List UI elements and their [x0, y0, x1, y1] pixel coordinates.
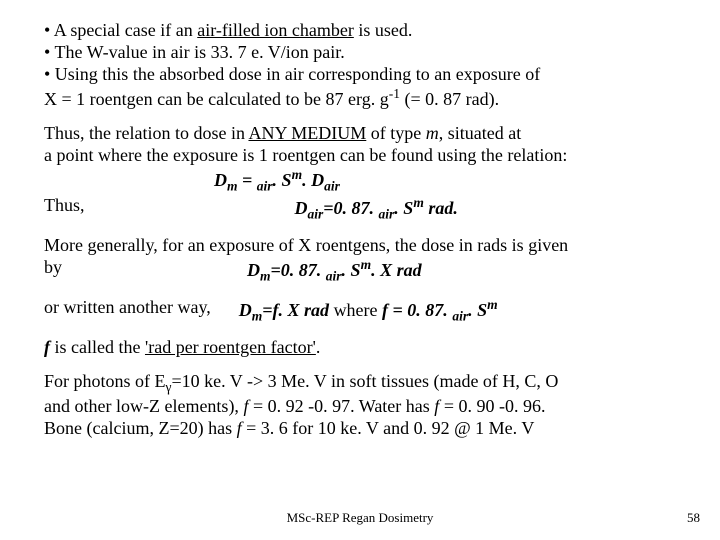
eq4-mid: =f. X rad	[262, 300, 333, 320]
para-5: For photons of Eγ=10 ke. V -> 3 Me. V in…	[44, 371, 676, 440]
p1-l1-a: Thus, the relation to dose in	[44, 123, 248, 143]
footer-text: MSc-REP Regan Dosimetry	[0, 510, 720, 526]
para-1: Thus, the relation to dose in ANY MEDIUM…	[44, 123, 676, 223]
eq1-air1: air	[257, 178, 273, 193]
eq4-air: air	[452, 308, 468, 323]
p1-l1-b: of type	[366, 123, 425, 143]
eq3-end: . X rad	[371, 260, 422, 280]
p4-under: 'rad per roentgen factor'	[145, 337, 316, 357]
bullet-1: • A special case if an air-filled ion ch…	[44, 20, 676, 42]
page-number: 58	[687, 510, 700, 526]
eq3-air: air	[326, 268, 342, 283]
p5-l2: and other low-Z elements), f = 0. 92 -0.…	[44, 396, 676, 418]
bullet-3a: • Using this the absorbed dose in air co…	[44, 64, 676, 86]
eq4-where-a: where	[334, 300, 382, 320]
p4-mid: is called the	[55, 337, 145, 357]
eq1-m: m	[227, 178, 238, 193]
b1-before: • A special case if an	[44, 20, 197, 40]
p5-l1-b: =10 ke. V -> 3 Me. V in soft tissues (ma…	[171, 371, 558, 391]
p5-l1-a: For photons of E	[44, 371, 166, 391]
eq3-m: m	[260, 268, 271, 283]
p5-l3: Bone (calcium, Z=20) has f = 3. 6 for 10…	[44, 418, 676, 440]
para-3: or written another way, Dm=f. X rad wher…	[44, 297, 676, 325]
eq1-a: =	[238, 170, 257, 190]
p5-l2-a: and other low-Z elements),	[44, 396, 243, 416]
p5-l1: For photons of Eγ=10 ke. V -> 3 Me. V in…	[44, 371, 676, 396]
eq4-m: m	[252, 308, 263, 323]
bullet-3b: X = 1 roentgen can be calculated to be 8…	[44, 86, 676, 111]
equation-4: Dm=f. X rad where f = 0. 87. air. Sm	[211, 297, 676, 325]
p3-row: or written another way, Dm=f. X rad wher…	[44, 297, 676, 325]
p4-f: f	[44, 337, 55, 357]
p1-l1-m: m	[426, 123, 439, 143]
eq2-air: air	[308, 206, 324, 221]
eq4-where-c: . S	[468, 300, 487, 320]
para-2: More generally, for an exposure of X roe…	[44, 235, 676, 285]
eq2-a: =0. 87.	[323, 198, 378, 218]
eq2-end: rad.	[424, 198, 458, 218]
eq4-D: D	[239, 300, 252, 320]
b3b-after: (= 0. 87 rad).	[400, 89, 499, 109]
p1-l1-under: ANY MEDIUM	[248, 123, 366, 143]
p3-lead: or written another way,	[44, 297, 211, 325]
eq1-b: . S	[273, 170, 292, 190]
equation-2: Dair=0. 87. air. Sm rad.	[85, 195, 677, 223]
eq2-m: m	[413, 195, 424, 210]
p1-l2: a point where the exposure is 1 roentgen…	[44, 145, 676, 167]
eq1-air2: air	[324, 178, 340, 193]
eq3-a: =0. 87.	[271, 260, 326, 280]
eq1-D: D	[214, 170, 227, 190]
equation-1: Dm = air. Sm. Dair	[44, 167, 676, 195]
b3b-before: X = 1 roentgen can be calculated to be 8…	[44, 89, 389, 109]
p5-l3-a: Bone (calcium, Z=20) has	[44, 418, 237, 438]
p1-thus-row: Thus, Dair=0. 87. air. Sm rad.	[44, 195, 676, 223]
p1-l1: Thus, the relation to dose in ANY MEDIUM…	[44, 123, 676, 145]
eq4-m2: m	[487, 297, 498, 312]
slide: • A special case if an air-filled ion ch…	[0, 0, 720, 540]
bullet-2: • The W-value in air is 33. 7 e. V/ion p…	[44, 42, 676, 64]
p1-thus: Thus,	[44, 195, 85, 223]
eq1-sm: m	[292, 167, 303, 182]
eq4: Dm=f. X rad	[239, 300, 334, 320]
p2-by: by	[44, 257, 62, 285]
eq3-b: . S	[342, 260, 361, 280]
eq4-where-b: = 0. 87.	[388, 300, 452, 320]
equation-3: Dm=0. 87. air. Sm. X rad	[62, 257, 676, 285]
eq2-air2: air	[379, 206, 395, 221]
p5-l3-b: = 3. 6 for 10 ke. V and 0. 92 @ 1 Me. V	[242, 418, 535, 438]
para-4: f is called the 'rad per roentgen factor…	[44, 337, 676, 359]
eq3-D: D	[247, 260, 260, 280]
p1-l1-c: , situated at	[439, 123, 521, 143]
p5-l2-c: = 0. 90 -0. 96.	[439, 396, 545, 416]
p5-l2-b: = 0. 92 -0. 97. Water has	[248, 396, 434, 416]
eq1-c: . D	[302, 170, 324, 190]
b1-after: is used.	[354, 20, 413, 40]
b1-under: air-filled ion chamber	[197, 20, 354, 40]
b3b-sup: -1	[389, 86, 400, 101]
p2-l1: More generally, for an exposure of X roe…	[44, 235, 676, 257]
eq2-D: D	[295, 198, 308, 218]
eq2-b: . S	[394, 198, 413, 218]
bullet-block: • A special case if an air-filled ion ch…	[44, 20, 676, 111]
p2-l2: by Dm=0. 87. air. Sm. X rad	[44, 257, 676, 285]
p4-dot: .	[316, 337, 321, 357]
eq3-m2: m	[361, 257, 372, 272]
